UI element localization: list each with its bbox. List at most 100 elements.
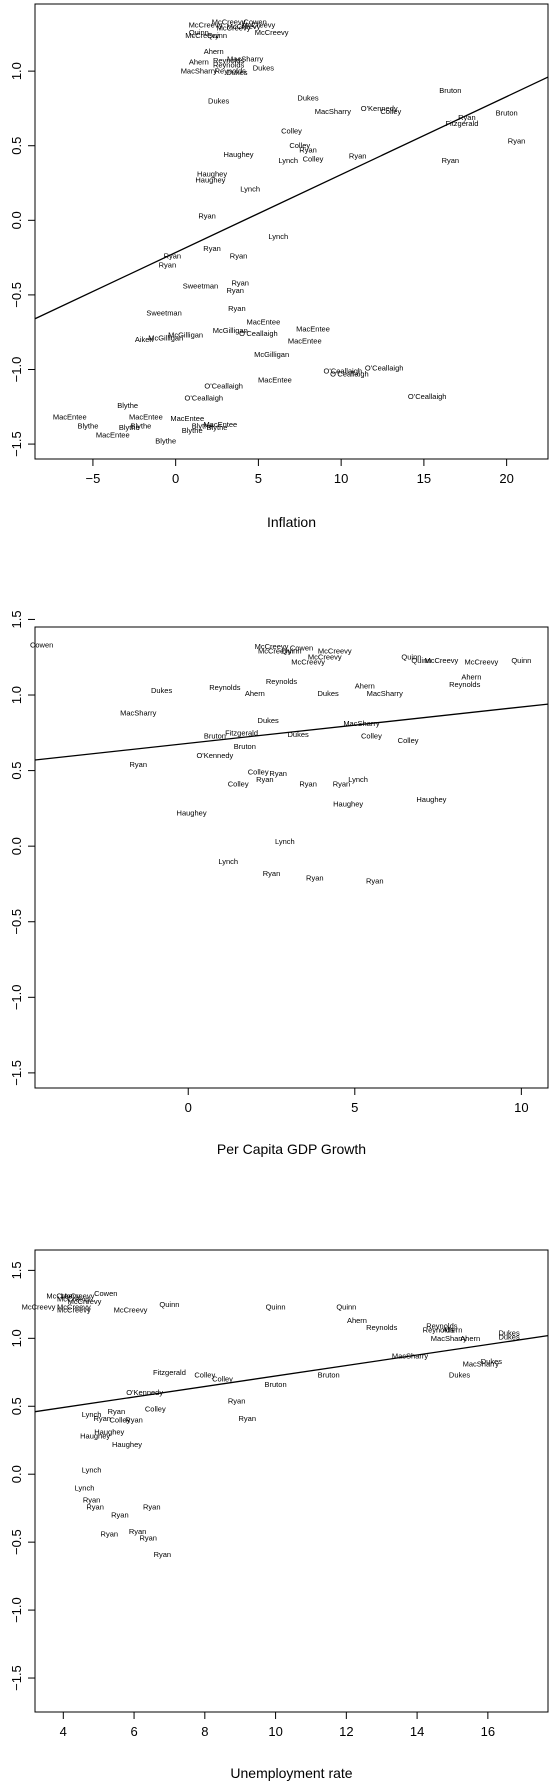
data-point-label: Ryan bbox=[93, 1414, 111, 1423]
data-point-label: Blythe bbox=[182, 426, 203, 435]
data-point-label: Ryan bbox=[108, 1407, 126, 1416]
data-point-label: McCreevy bbox=[318, 647, 352, 656]
data-point-label: Lynch bbox=[82, 1410, 102, 1419]
data-point-label: Lynch bbox=[240, 184, 260, 193]
x-tick-label: 14 bbox=[410, 1724, 424, 1739]
data-point-label: Ryan bbox=[239, 1414, 257, 1423]
x-tick-label: 10 bbox=[268, 1724, 282, 1739]
data-point-label: Ahern bbox=[442, 1326, 462, 1335]
data-point-label: Bruton bbox=[204, 731, 226, 740]
x-tick-label: 8 bbox=[201, 1724, 208, 1739]
data-point-label: Dukes bbox=[449, 1371, 471, 1380]
x-tick-label: 5 bbox=[255, 471, 262, 486]
data-point-label: Ryan bbox=[263, 869, 281, 878]
data-point-label: O'Ceallaigh bbox=[324, 366, 363, 375]
data-point-label: Colley bbox=[212, 1375, 233, 1384]
data-point-label: Ryan bbox=[228, 1396, 246, 1405]
data-point-label: Ryan bbox=[442, 156, 460, 165]
data-point-label: Quinn bbox=[411, 656, 431, 665]
data-point-label: McCreevy bbox=[57, 1303, 91, 1312]
data-point-label: Ryan bbox=[349, 152, 367, 161]
data-point-label: Fitzgerald bbox=[445, 119, 478, 128]
y-tick-label: 1.5 bbox=[9, 1261, 24, 1279]
x-tick-label: 12 bbox=[339, 1724, 353, 1739]
data-point-label: O'Ceallaigh bbox=[408, 392, 447, 401]
data-point-label: MacEntee bbox=[288, 337, 322, 346]
data-point-label: Dukes bbox=[226, 68, 248, 77]
data-point-label: Ryan bbox=[203, 244, 221, 253]
data-point-label: McCreevy bbox=[114, 1305, 148, 1314]
data-point-label: Ryan bbox=[111, 1510, 129, 1519]
data-point-label: O'Ceallaigh bbox=[185, 393, 224, 402]
data-point-label: McCreevy bbox=[227, 22, 261, 31]
x-tick-label: −5 bbox=[86, 471, 101, 486]
y-tick-label: 0.0 bbox=[9, 211, 24, 229]
data-point-label: MacSharry bbox=[120, 709, 157, 718]
data-point-label: MacEntee bbox=[246, 317, 280, 326]
data-point-label: Haughey bbox=[177, 808, 207, 817]
data-point-label: Blythe bbox=[207, 423, 228, 432]
x-axis-label: Per Capita GDP Growth bbox=[217, 1141, 366, 1157]
x-tick-label: 15 bbox=[417, 471, 431, 486]
data-point-label: MacSharry bbox=[463, 1360, 500, 1369]
data-point-label: Ryan bbox=[366, 876, 384, 885]
data-point-label: Dukes bbox=[288, 730, 310, 739]
data-point-label: Ryan bbox=[231, 278, 249, 287]
data-point-label: McCreevy bbox=[255, 642, 289, 651]
data-point-label: McCreevy bbox=[189, 20, 223, 29]
data-point-label: McCreevy bbox=[425, 656, 459, 665]
data-point-label: Ahern bbox=[460, 1334, 480, 1343]
data-point-label: Ahern bbox=[189, 58, 209, 67]
x-tick-label: 0 bbox=[172, 471, 179, 486]
data-point-label: Haughey bbox=[333, 799, 363, 808]
data-point-label: Sweetman bbox=[183, 281, 218, 290]
data-point-label: Ryan bbox=[226, 286, 244, 295]
data-point-label: Lynch bbox=[268, 232, 288, 241]
x-axis-label: Inflation bbox=[267, 514, 316, 530]
y-tick-label: −0.5 bbox=[9, 909, 24, 935]
data-point-label: Sweetman bbox=[146, 308, 181, 317]
data-point-label: Cowen bbox=[94, 1289, 117, 1298]
data-point-label: Lynch bbox=[75, 1483, 95, 1492]
data-point-label: MacEntee bbox=[53, 413, 87, 422]
data-point-label: Dukes bbox=[253, 64, 275, 73]
data-point-label: Ryan bbox=[333, 780, 351, 789]
data-point-label: MacEntee bbox=[129, 413, 163, 422]
data-point-label: Blythe bbox=[78, 422, 99, 431]
data-point-label: Quinn bbox=[281, 647, 301, 656]
data-point-label: Ryan bbox=[306, 873, 324, 882]
data-point-label: Dukes bbox=[208, 96, 230, 105]
data-point-label: Colley bbox=[380, 107, 401, 116]
y-tick-label: 0.5 bbox=[9, 762, 24, 780]
data-point-label: Dukes bbox=[297, 93, 319, 102]
data-point-label: Ahern bbox=[461, 672, 481, 681]
data-point-label: O'Ceallaigh bbox=[365, 364, 404, 373]
regression-line bbox=[34, 1334, 549, 1413]
data-point-label: Ahern bbox=[204, 47, 224, 56]
data-point-label: Bruton bbox=[318, 1371, 340, 1380]
data-point-label: Colley bbox=[109, 1415, 130, 1424]
y-tick-label: −1.0 bbox=[9, 1597, 24, 1623]
data-point-label: Lynch bbox=[278, 156, 298, 165]
data-point-label: MacEntee bbox=[203, 420, 237, 429]
data-point-label: McGilligan bbox=[254, 350, 289, 359]
chart-panel-3: 4 6 8 10 12 14 16 −1.5 −1.0 −0.5 0.0 0.5 1.0 1.5 McCre… bbox=[9, 1249, 549, 1781]
data-point-label: Reynolds bbox=[423, 1326, 455, 1335]
regression-line bbox=[34, 703, 549, 761]
data-point-label: Ahern bbox=[355, 681, 375, 690]
data-point-label: Colley bbox=[361, 731, 382, 740]
plot-frame bbox=[34, 1249, 549, 1713]
data-point-label: Dukes bbox=[258, 716, 280, 725]
data-point-label: McCreevy bbox=[212, 17, 246, 26]
data-point-label: Ryan bbox=[101, 1529, 119, 1538]
data-point-label: Reynolds bbox=[266, 677, 298, 686]
x-tick-label: 4 bbox=[60, 1724, 67, 1739]
data-point-label: O'Kennedy bbox=[196, 751, 233, 760]
data-point-label: McCreevy bbox=[61, 1292, 95, 1301]
data-point-label: McCreevy bbox=[57, 1294, 91, 1303]
data-point-label: MacEntee bbox=[296, 325, 330, 334]
data-point-label: Haughey bbox=[195, 176, 225, 185]
data-point-label: Dukes bbox=[481, 1357, 503, 1366]
data-point-label: Ryan bbox=[154, 1550, 172, 1559]
y-tick-label: 0.0 bbox=[9, 1465, 24, 1483]
